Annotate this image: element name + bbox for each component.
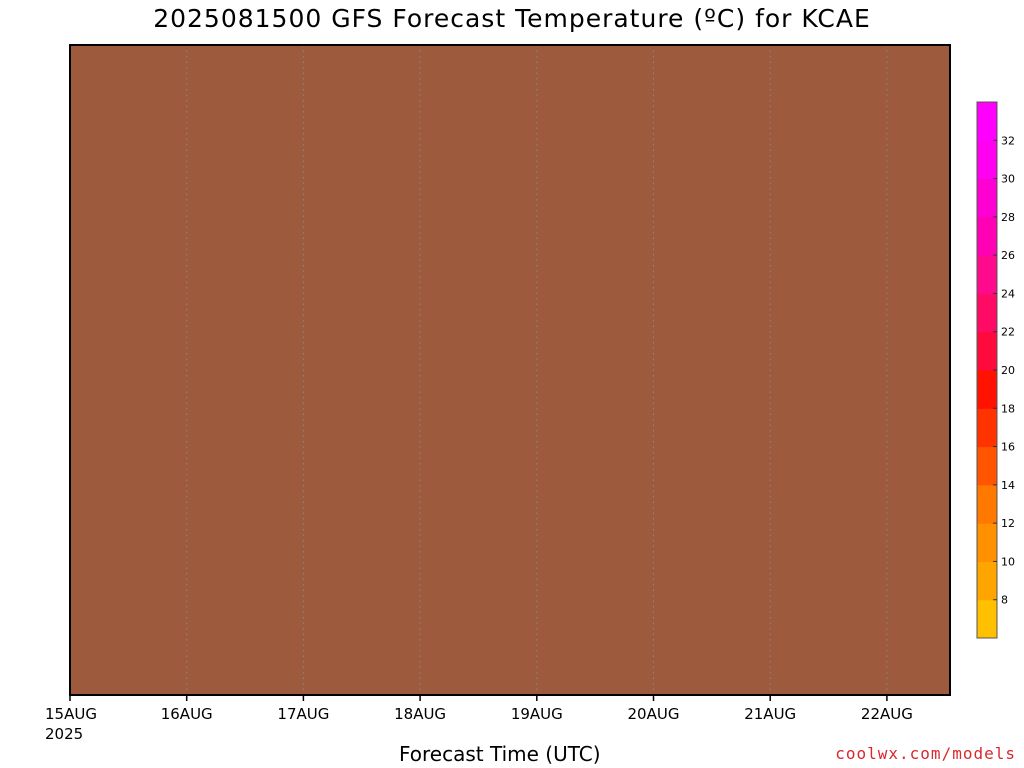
chart-title: 2025081500 GFS Forecast Temperature (ºC)… [153, 4, 871, 33]
colorbar-swatch [977, 599, 997, 639]
colorbar-swatch [977, 561, 997, 601]
colorbar-swatch [977, 102, 997, 141]
x-axis-title: Forecast Time (UTC) [399, 742, 601, 766]
ground-surface [70, 45, 950, 695]
colorbar-swatch [977, 140, 997, 180]
colorbar-label: 30 [1001, 173, 1015, 186]
colorbar-label: 18 [1001, 402, 1015, 415]
x-tick-label: 22AUG [861, 705, 913, 723]
colorbar-swatch [977, 216, 997, 256]
colorbar-swatch [977, 408, 997, 448]
x-tick-label: 2025 [45, 725, 83, 743]
colorbar-swatch [977, 523, 997, 562]
colorbar-swatch [977, 255, 997, 294]
colorbar-swatch [977, 331, 997, 371]
colorbar-label: 8 [1001, 594, 1008, 607]
x-tick-label: 20AUG [628, 705, 680, 723]
colorbar-swatch [977, 178, 997, 218]
x-tick-label: 15AUG [45, 705, 97, 723]
colorbar-label: 12 [1001, 517, 1015, 530]
colorbar-label: 32 [1001, 134, 1015, 147]
x-tick-label: 21AUG [744, 705, 796, 723]
ground-fill [70, 45, 950, 695]
colorbar-label: 24 [1001, 287, 1015, 300]
x-tick-label: 19AUG [511, 705, 563, 723]
x-axis: 15AUG 2025 16AUG 17AUG 18AUG 19AUG 20AUG 21AUG 2… [45, 695, 913, 743]
colorbar-swatch [977, 446, 997, 486]
x-tick-label: 18AUG [394, 705, 446, 723]
plot-frame [69, 44, 951, 696]
colorbar-label: 22 [1001, 326, 1015, 339]
colorbar-swatch [977, 484, 997, 524]
x-tick-label: 17AUG [277, 705, 329, 723]
colorbar-label: 20 [1001, 364, 1015, 377]
colorbar-label: 10 [1001, 555, 1015, 568]
colorbar-label: 28 [1001, 211, 1015, 224]
colorbar-swatch [977, 370, 997, 409]
colorbar-label: 14 [1001, 479, 1015, 492]
colorbar-swatch [977, 293, 997, 333]
credit-link[interactable]: coolwx.com/models [835, 744, 1016, 763]
x-tick-label: 16AUG [161, 705, 213, 723]
colorbar-label: 16 [1001, 441, 1015, 454]
colorbar-label: 26 [1001, 249, 1015, 262]
colorbar-legend: 8 10 12 14 16 18 20 22 24 26 28 30 32 [976, 101, 1015, 639]
